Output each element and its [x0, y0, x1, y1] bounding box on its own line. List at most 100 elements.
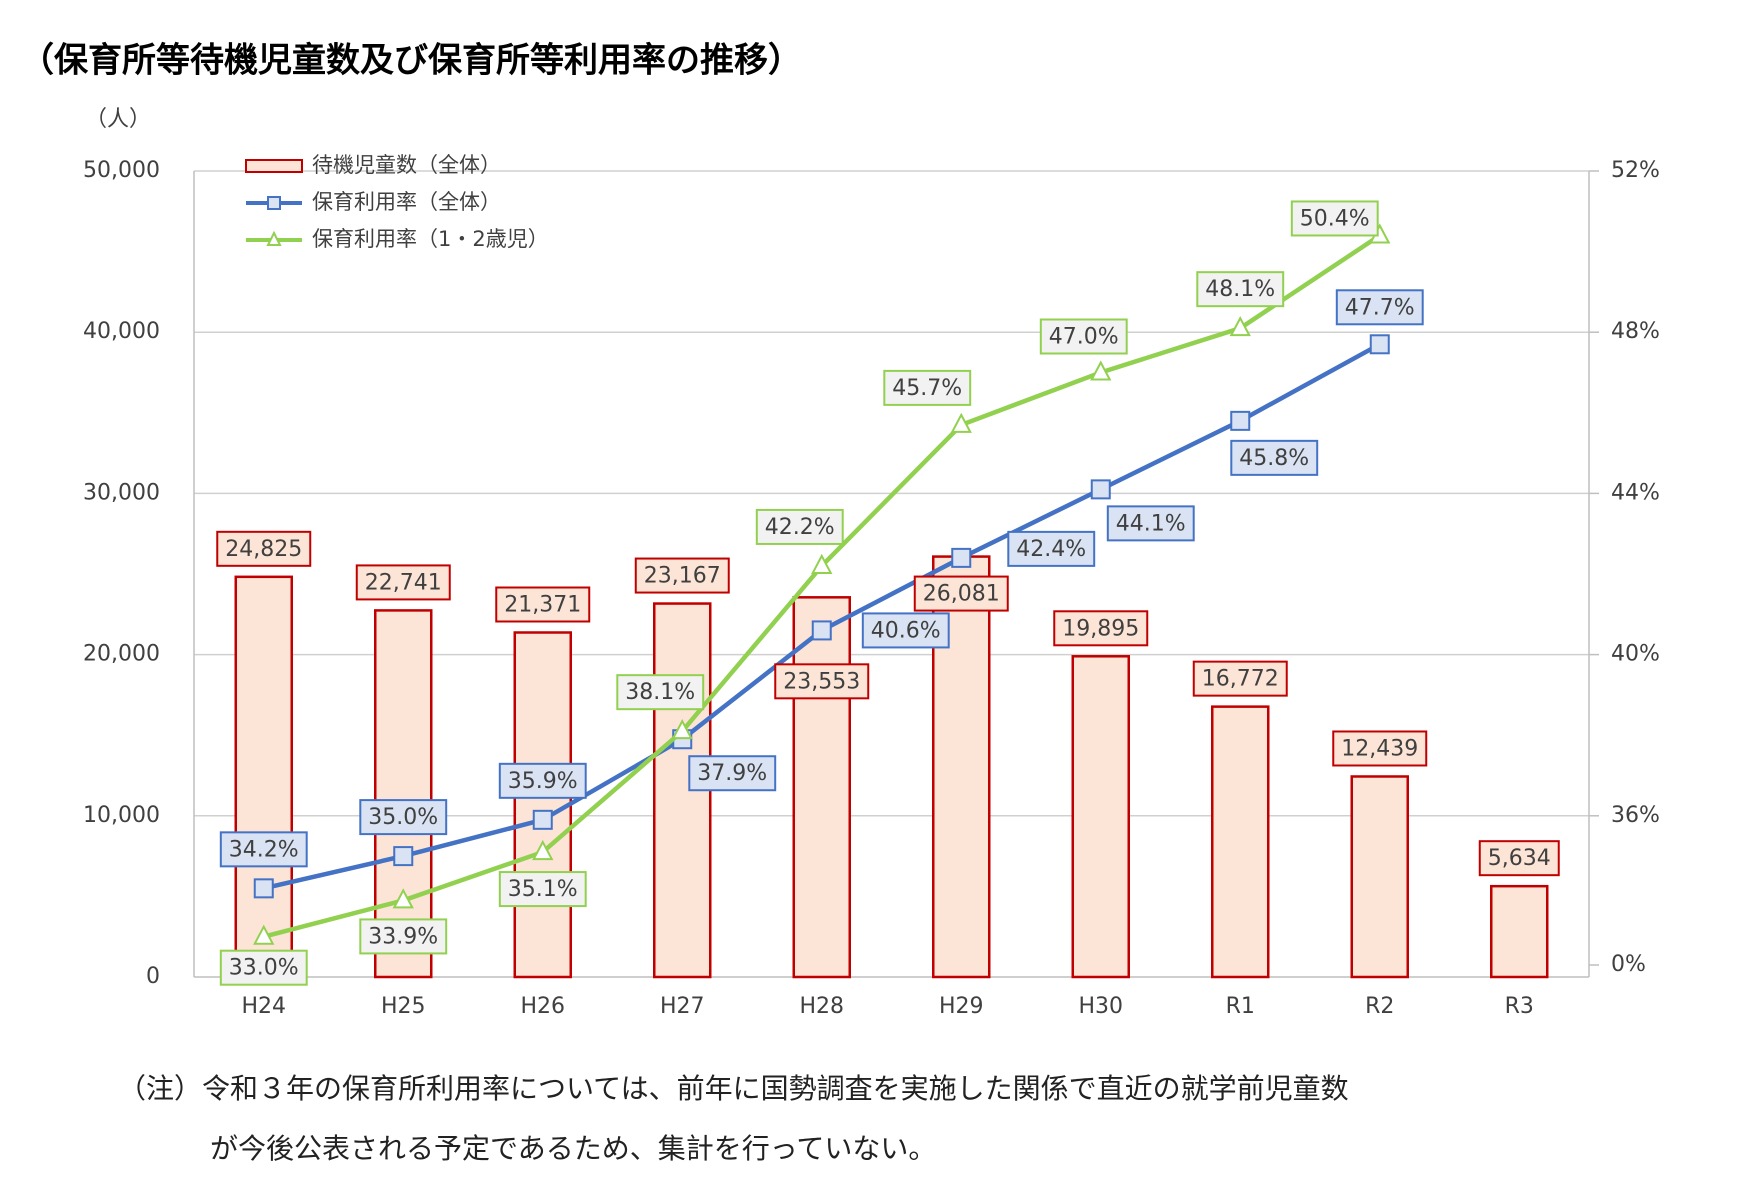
y-tick-label: 20,000: [83, 642, 160, 667]
marker: [1090, 360, 1112, 381]
data-label: 22,741: [355, 564, 451, 601]
data-label-text: 44.1%: [1116, 511, 1186, 536]
bar: [374, 609, 433, 979]
data-label: 19,895: [1053, 610, 1149, 647]
data-label: 33.9%: [359, 918, 448, 955]
data-label-box: [616, 674, 705, 711]
y2-break-label: 0%: [1611, 952, 1646, 977]
data-label-box: [1230, 439, 1319, 476]
data-label-box: [1106, 505, 1195, 542]
data-label: 47.0%: [1039, 318, 1128, 355]
data-label-box: [913, 575, 1009, 612]
marker: [1230, 410, 1251, 431]
marker: [1369, 334, 1390, 355]
data-label-box: [634, 557, 730, 594]
data-label-box: [1196, 271, 1285, 308]
data-label-text: 38.1%: [625, 680, 695, 705]
data-label-box: [1478, 840, 1560, 877]
data-label-text: 22,741: [365, 570, 442, 595]
y-tick-label: 50,000: [83, 158, 160, 183]
data-label-box: [498, 762, 587, 799]
legend-swatch: [245, 159, 303, 173]
x-tick-label: H26: [520, 994, 565, 1019]
x-tick-label: R1: [1226, 994, 1255, 1019]
x-tick-label: H29: [939, 994, 984, 1019]
data-label: 44.1%: [1106, 505, 1195, 542]
y2-tick-label: 48%: [1611, 319, 1660, 344]
data-label-box: [1053, 610, 1149, 647]
data-label-box: [216, 530, 312, 567]
marker: [393, 846, 414, 867]
bar: [1071, 655, 1130, 979]
data-label-text: 50.4%: [1300, 206, 1370, 231]
marker: [811, 553, 833, 574]
marker: [811, 620, 832, 641]
legend-label: 保育利用率（1・2歳児）: [312, 227, 549, 251]
data-label-box: [755, 508, 844, 545]
data-label-text: 23,553: [783, 669, 860, 694]
data-label-box: [774, 663, 870, 700]
data-label-text: 37.9%: [697, 761, 767, 786]
data-label-text: 45.7%: [892, 376, 962, 401]
data-label-text: 33.0%: [229, 956, 299, 981]
data-label: 24,825: [216, 530, 312, 567]
marker: [1229, 316, 1251, 337]
x-tick-label: H28: [799, 994, 844, 1019]
data-label: 35.0%: [359, 799, 448, 836]
data-label: 12,439: [1332, 730, 1428, 767]
bar: [234, 575, 293, 979]
data-label-text: 26,081: [923, 582, 1000, 607]
marker: [253, 878, 274, 899]
y-tick-label: 30,000: [83, 480, 160, 505]
marker: [532, 839, 554, 861]
data-label-text: 35.9%: [508, 769, 578, 794]
bar: [1490, 884, 1549, 979]
bar: [1350, 775, 1409, 979]
data-label-box: [359, 799, 448, 836]
data-label-box: [1192, 660, 1288, 697]
data-label: 35.9%: [498, 762, 587, 799]
data-label-text: 21,371: [504, 592, 581, 617]
data-label-text: 48.1%: [1205, 277, 1275, 302]
marker: [1090, 479, 1111, 500]
data-label-box: [1332, 730, 1428, 767]
bar: [513, 631, 572, 979]
data-label-box: [1290, 200, 1379, 237]
x-tick-label: R3: [1505, 994, 1534, 1019]
legend-marker: [267, 196, 281, 210]
data-label-box: [1335, 289, 1424, 326]
data-label: 42.2%: [755, 508, 844, 545]
marker: [253, 924, 275, 945]
data-label-box: [1007, 530, 1096, 567]
data-label-text: 12,439: [1341, 736, 1418, 761]
data-label-text: 23,167: [644, 564, 721, 589]
y-unit-label: （人）: [85, 107, 151, 132]
data-label-box: [861, 612, 950, 649]
data-label-text: 19,895: [1062, 616, 1139, 641]
data-label-text: 34.2%: [229, 837, 299, 862]
data-label-text: 24,825: [225, 537, 302, 562]
bar: [792, 596, 851, 979]
data-label: 38.1%: [616, 674, 705, 711]
marker: [951, 547, 972, 568]
data-label: 48.1%: [1196, 271, 1285, 308]
data-label-text: 40.6%: [871, 618, 941, 643]
legend-label: 待機児童数（全体）: [312, 153, 501, 177]
data-label-box: [688, 755, 777, 792]
data-label-box: [355, 564, 451, 601]
y-tick-label: 0: [146, 964, 160, 989]
y2-tick-label: 40%: [1611, 642, 1660, 667]
data-label-text: 42.2%: [765, 515, 835, 540]
data-label-box: [495, 586, 591, 623]
data-label-box: [883, 369, 972, 406]
data-label: 47.7%: [1335, 289, 1424, 326]
data-label: 35.1%: [498, 871, 587, 908]
data-label-box: [219, 949, 308, 986]
data-label-text: 42.4%: [1016, 537, 1086, 562]
data-label: 5,634: [1478, 840, 1560, 877]
data-label-text: 47.7%: [1345, 295, 1415, 320]
legend-label: 保育利用率（全体）: [312, 190, 501, 214]
x-tick-label: H27: [660, 994, 705, 1019]
marker: [671, 719, 693, 740]
